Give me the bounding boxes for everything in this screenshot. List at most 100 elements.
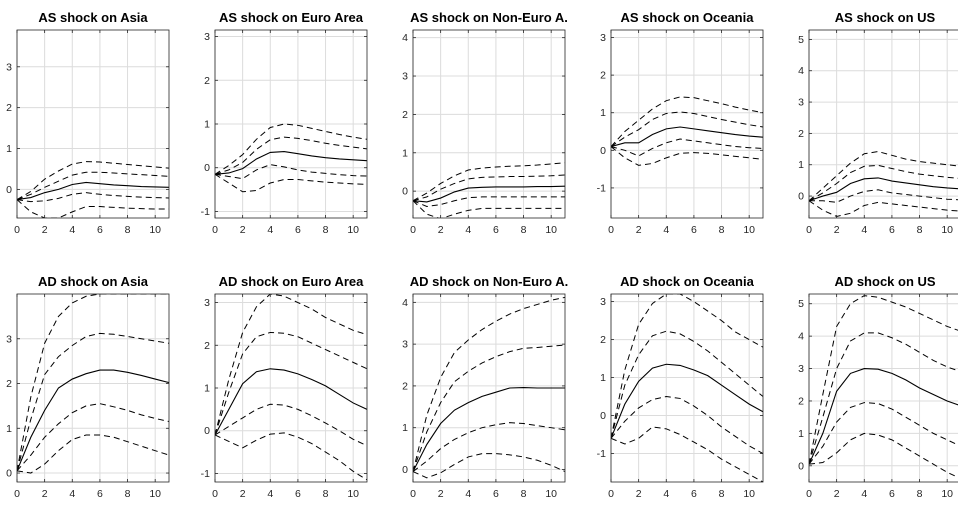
confidence-band-line-1 <box>215 123 367 175</box>
y-tick-label: 1 <box>798 159 804 171</box>
x-tick-label: 8 <box>719 488 725 500</box>
x-tick-label: 4 <box>69 224 75 236</box>
x-tick-label: 4 <box>267 488 273 500</box>
y-tick-label: 0 <box>600 410 606 422</box>
confidence-band-line-2 <box>17 171 169 201</box>
x-tick-label: 0 <box>608 224 614 236</box>
confidence-band-line-2 <box>413 174 565 202</box>
x-tick-label: 2 <box>240 488 246 500</box>
x-tick-label: 4 <box>267 224 273 236</box>
x-tick-label: 6 <box>889 488 895 500</box>
y-tick-label: -1 <box>201 206 210 218</box>
x-tick-label: 2 <box>834 224 840 236</box>
x-tick-label: 6 <box>691 488 697 500</box>
y-tick-label: 1 <box>402 422 408 434</box>
confidence-band-line-1 <box>809 295 958 465</box>
confidence-band-line-4 <box>17 192 169 203</box>
confidence-band-line-4 <box>215 164 367 180</box>
x-tick-label: 2 <box>438 224 444 236</box>
x-tick-label: 6 <box>97 224 103 236</box>
axes-frame <box>16 29 170 219</box>
median-response-line-3 <box>215 150 367 175</box>
confidence-band-line-4 <box>809 402 958 465</box>
confidence-band-line-1 <box>611 294 763 439</box>
x-tick-label: 10 <box>149 224 161 236</box>
y-tick-label: 2 <box>6 102 12 114</box>
x-tick-label: 0 <box>14 224 20 236</box>
y-tick-label: 0 <box>204 162 210 174</box>
median-response-line-3 <box>809 367 958 465</box>
y-tick-label: 4 <box>798 331 804 343</box>
x-tick-label: 2 <box>240 224 246 236</box>
y-tick-label: 3 <box>600 32 606 44</box>
y-tick-label: 1 <box>6 423 12 435</box>
median-response-line-3 <box>809 177 958 202</box>
confidence-band-line-5 <box>413 453 565 479</box>
x-tick-label: 6 <box>493 224 499 236</box>
y-tick-label: 2 <box>204 340 210 352</box>
x-tick-label: 2 <box>42 224 48 236</box>
confidence-band-line-5 <box>611 426 763 482</box>
y-tick-label: 0 <box>600 145 606 157</box>
confidence-band-line-5 <box>809 200 958 217</box>
y-tick-label: -1 <box>597 182 606 194</box>
y-tick-label: 4 <box>798 65 804 77</box>
median-response-line-3 <box>611 363 763 439</box>
y-tick-label: 1 <box>600 372 606 384</box>
x-tick-label: 10 <box>941 224 953 236</box>
y-tick-label: 5 <box>798 34 804 46</box>
confidence-band-line-4 <box>611 138 763 157</box>
x-tick-label: 10 <box>545 488 557 500</box>
y-tick-label: 0 <box>6 468 12 480</box>
x-tick-label: 4 <box>663 488 669 500</box>
y-tick-label: 3 <box>6 61 12 73</box>
median-response-line-3 <box>611 126 763 148</box>
x-tick-label: 8 <box>323 224 329 236</box>
y-tick-label: -1 <box>201 468 210 480</box>
x-tick-label: 2 <box>636 488 642 500</box>
subplot-title: AD shock on Asia <box>38 274 149 289</box>
axes-frame <box>16 293 170 483</box>
confidence-band-line-1 <box>413 296 565 472</box>
confidence-band-line-5 <box>215 432 367 481</box>
x-tick-label: 4 <box>861 488 867 500</box>
subplot-5: 0 2 4 6 8 10 0 1 2 3 4 5 AS shock on US <box>798 10 958 236</box>
confidence-band-line-1 <box>17 294 169 471</box>
axes-frame <box>610 29 764 219</box>
x-tick-label: 4 <box>861 224 867 236</box>
y-tick-label: 2 <box>798 395 804 407</box>
subplot-title: AD shock on Euro Area <box>219 274 364 289</box>
confidence-band-line-5 <box>413 200 565 218</box>
x-tick-label: 8 <box>125 224 131 236</box>
x-tick-label: 6 <box>889 224 895 236</box>
y-tick-label: -1 <box>597 448 606 460</box>
y-tick-label: 1 <box>204 383 210 395</box>
y-tick-label: 3 <box>6 333 12 345</box>
y-tick-label: 5 <box>798 298 804 310</box>
y-tick-label: 0 <box>204 425 210 437</box>
x-tick-label: 0 <box>608 488 614 500</box>
y-tick-label: 3 <box>798 363 804 375</box>
subplot-title: AS shock on Euro Area <box>219 10 364 25</box>
x-tick-label: 10 <box>149 488 161 500</box>
subplot-title: AS shock on Non-Euro A. <box>410 10 568 25</box>
axes-frame <box>412 29 566 219</box>
subplot-6: 0 2 4 6 8 10 0 1 2 3 AD shock on Asia <box>6 274 170 500</box>
x-tick-label: 8 <box>917 488 923 500</box>
confidence-band-line-5 <box>17 199 169 218</box>
y-tick-label: 1 <box>402 147 408 159</box>
x-tick-label: 8 <box>917 224 923 236</box>
confidence-band-line-2 <box>809 332 958 465</box>
y-tick-label: 4 <box>402 297 408 309</box>
y-tick-label: 1 <box>600 107 606 119</box>
y-tick-label: 3 <box>204 31 210 43</box>
y-tick-label: 2 <box>402 380 408 392</box>
subplot-10: 0 2 4 6 8 10 0 1 2 3 4 5 AD shock on US <box>798 274 958 500</box>
x-tick-label: 6 <box>97 488 103 500</box>
y-tick-label: 3 <box>402 71 408 83</box>
confidence-band-line-4 <box>413 196 565 208</box>
